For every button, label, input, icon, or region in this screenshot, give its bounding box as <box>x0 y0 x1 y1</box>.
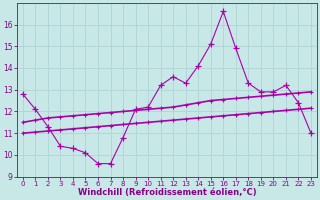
X-axis label: Windchill (Refroidissement éolien,°C): Windchill (Refroidissement éolien,°C) <box>77 188 256 197</box>
